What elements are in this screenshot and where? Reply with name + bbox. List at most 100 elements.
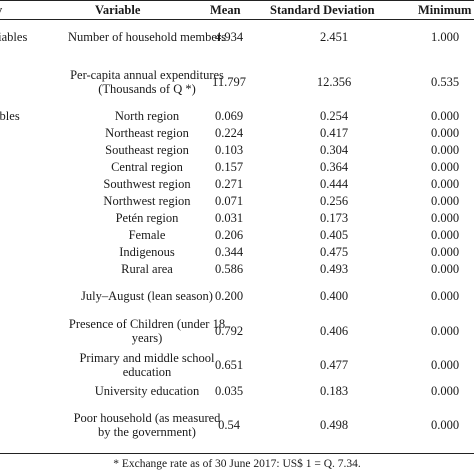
row-group-label bbox=[0, 400, 58, 451]
variable-name: July–August (lean season) bbox=[81, 289, 213, 304]
header-standard-deviation: Standard Deviation bbox=[270, 3, 375, 17]
minimum-value: 0.000 bbox=[430, 289, 460, 304]
table-row: Per-capita annual expenditures (Thousand… bbox=[0, 57, 474, 108]
variable-name: Number of household members bbox=[68, 30, 226, 45]
row-group-label bbox=[0, 227, 58, 244]
sd-value: 0.405 bbox=[319, 227, 349, 242]
variable-name: Petén region bbox=[115, 210, 179, 225]
row-group-label bbox=[0, 280, 58, 314]
minimum-value: 0.000 bbox=[430, 142, 460, 157]
mean-value: 0.069 bbox=[214, 108, 244, 123]
sd-value: 2.451 bbox=[319, 30, 349, 45]
variable-name: Southeast region bbox=[105, 142, 189, 157]
mean-value: 0.651 bbox=[214, 358, 244, 373]
variable-name: Northeast region bbox=[105, 125, 189, 140]
table-header-rule bbox=[0, 19, 474, 20]
minimum-value: 0.000 bbox=[430, 417, 460, 432]
minimum-value: 0.535 bbox=[430, 74, 460, 89]
header-minimum: Minimum bbox=[418, 3, 472, 17]
row-group-label bbox=[0, 244, 58, 261]
row-group-label bbox=[0, 193, 58, 210]
mean-value: 0.031 bbox=[214, 210, 244, 225]
sd-value: 0.254 bbox=[319, 108, 349, 123]
mean-value: 0.206 bbox=[214, 227, 244, 242]
table-row: Rural area 0.586 0.493 0.000 bbox=[0, 261, 474, 278]
mean-value: 0.071 bbox=[214, 193, 244, 208]
sd-value: 0.475 bbox=[319, 244, 349, 259]
sd-value: 12.356 bbox=[316, 74, 352, 89]
variable-name: Poor household (as measured by the gover… bbox=[73, 410, 221, 439]
sd-value: 0.400 bbox=[319, 289, 349, 304]
sd-value: 0.406 bbox=[319, 324, 349, 339]
table-row: University education 0.035 0.183 0.000 bbox=[0, 383, 474, 400]
table-footnote: * Exchange rate as of 30 June 2017: US$ … bbox=[113, 458, 361, 470]
sd-value: 0.304 bbox=[319, 142, 349, 157]
mean-value: 11.797 bbox=[212, 74, 246, 89]
row-group-label bbox=[0, 176, 58, 193]
minimum-value: 0.000 bbox=[430, 227, 460, 242]
minimum-value: 0.000 bbox=[430, 244, 460, 259]
header-group: y bbox=[0, 1, 2, 19]
sd-value: 0.256 bbox=[319, 193, 349, 208]
table-row: Petén region 0.031 0.173 0.000 bbox=[0, 210, 474, 227]
sd-value: 0.183 bbox=[319, 383, 349, 398]
variable-name: Per-capita annual expenditures (Thousand… bbox=[70, 67, 224, 96]
table-row: Indigenous 0.344 0.475 0.000 bbox=[0, 244, 474, 261]
variable-name: Northwest region bbox=[103, 193, 191, 208]
header-variable: Variable bbox=[95, 3, 141, 17]
table-row: Female 0.206 0.405 0.000 bbox=[0, 227, 474, 244]
row-group-label bbox=[0, 142, 58, 159]
table-row: Poor household (as measured by the gover… bbox=[0, 400, 474, 451]
mean-value: 0.271 bbox=[214, 176, 244, 191]
mean-value: 0.344 bbox=[214, 244, 244, 259]
row-group-label bbox=[0, 159, 58, 176]
minimum-value: 0.000 bbox=[430, 159, 460, 174]
mean-value: 0.200 bbox=[214, 289, 244, 304]
variable-name: Southwest region bbox=[103, 176, 191, 191]
minimum-value: 1.000 bbox=[430, 30, 460, 45]
row-group-label bbox=[0, 125, 58, 142]
row-group-label: riables bbox=[0, 30, 28, 45]
row-group-label bbox=[0, 210, 58, 227]
mean-value: 0.157 bbox=[214, 159, 244, 174]
minimum-value: 0.000 bbox=[430, 210, 460, 225]
table-row: Central region 0.157 0.364 0.000 bbox=[0, 159, 474, 176]
table-row: Northeast region 0.224 0.417 0.000 bbox=[0, 125, 474, 142]
mean-value: 0.035 bbox=[214, 383, 244, 398]
mean-value: 4.934 bbox=[214, 30, 244, 45]
sd-value: 0.493 bbox=[319, 261, 349, 276]
row-group-label bbox=[0, 383, 58, 400]
mean-value: 0.224 bbox=[214, 125, 244, 140]
table-row: ables North region 0.069 0.254 0.000 bbox=[0, 108, 474, 125]
minimum-value: 0.000 bbox=[430, 108, 460, 123]
table-row: Primary and middle school education 0.651… bbox=[0, 349, 474, 383]
mean-value: 0.103 bbox=[214, 142, 244, 157]
sd-value: 0.477 bbox=[319, 358, 349, 373]
table-row: Southeast region 0.103 0.304 0.000 bbox=[0, 142, 474, 159]
minimum-value: 0.000 bbox=[430, 125, 460, 140]
table-top-rule bbox=[0, 0, 474, 1]
variable-name: University education bbox=[94, 383, 200, 398]
table-row: Southwest region 0.271 0.444 0.000 bbox=[0, 176, 474, 193]
row-group-label bbox=[0, 57, 58, 108]
row-group-label: ables bbox=[0, 108, 20, 123]
header-mean: Mean bbox=[210, 3, 241, 17]
mean-value: 0.54 bbox=[218, 417, 240, 432]
table-row: Presence of Children (under 18 years) 0.7… bbox=[0, 315, 474, 349]
variable-name: Primary and middle school education bbox=[79, 351, 215, 379]
table-row: July–August (lean season) 0.200 0.400 0.000 bbox=[0, 280, 474, 314]
sd-value: 0.417 bbox=[319, 125, 349, 140]
variable-name: Indigenous bbox=[119, 244, 175, 259]
mean-value: 0.586 bbox=[214, 261, 244, 276]
row-group-label bbox=[0, 261, 58, 278]
minimum-value: 0.000 bbox=[430, 176, 460, 191]
mean-value: 0.792 bbox=[214, 324, 244, 339]
minimum-value: 0.000 bbox=[430, 193, 460, 208]
table-bottom-rule bbox=[0, 453, 474, 454]
sd-value: 0.364 bbox=[319, 159, 349, 174]
minimum-value: 0.000 bbox=[430, 358, 460, 373]
minimum-value: 0.000 bbox=[430, 261, 460, 276]
row-group-label bbox=[0, 349, 58, 383]
